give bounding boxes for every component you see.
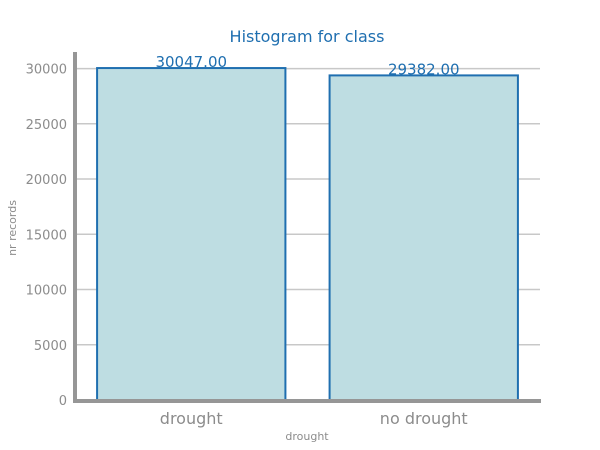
- data-label: 29382.00: [388, 60, 460, 78]
- x-tick-labels: drought no drought: [160, 409, 468, 428]
- data-label: 30047.00: [155, 53, 227, 71]
- x-tick-label: no drought: [380, 409, 468, 428]
- chart-title: Histogram for class: [230, 27, 385, 46]
- y-tick-label: 0: [59, 394, 67, 409]
- bar: [96, 67, 287, 402]
- y-tick-label: 5000: [34, 339, 67, 354]
- y-tick-label: 15000: [26, 228, 67, 243]
- y-tick-label: 20000: [26, 173, 67, 188]
- y-tick-label: 30000: [26, 63, 67, 78]
- bar: [328, 74, 519, 401]
- bars: 30047.00 29382.00: [96, 53, 519, 402]
- y-tick-label: 25000: [26, 118, 67, 133]
- y-tick-labels: 0 5000 10000 15000 20000 25000 30000: [26, 63, 67, 409]
- x-axis-label: drought: [285, 430, 329, 443]
- y-tick-label: 10000: [26, 284, 67, 299]
- x-tick-label: drought: [160, 409, 223, 428]
- y-axis-label: nr records: [6, 200, 19, 256]
